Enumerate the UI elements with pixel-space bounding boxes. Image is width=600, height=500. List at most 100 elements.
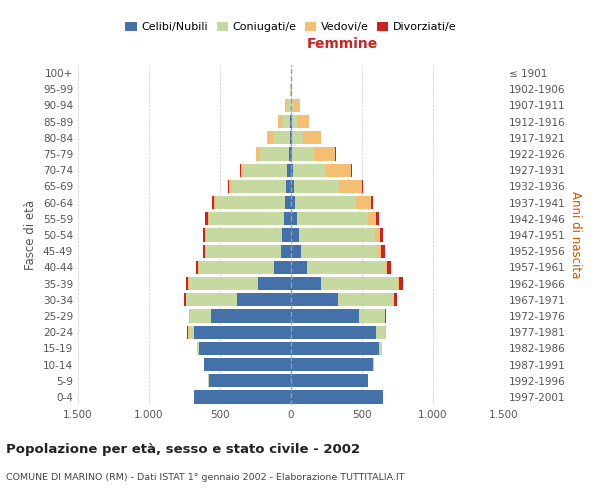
- Bar: [339, 180, 362, 193]
- Bar: [206, 228, 283, 241]
- Bar: [290, 82, 291, 96]
- Bar: [291, 390, 383, 404]
- Bar: [259, 277, 291, 290]
- Bar: [291, 99, 294, 112]
- Bar: [368, 212, 376, 226]
- Bar: [290, 131, 291, 144]
- Bar: [282, 115, 290, 128]
- Bar: [267, 131, 272, 144]
- Bar: [291, 293, 338, 306]
- Bar: [289, 148, 291, 160]
- Bar: [230, 180, 286, 193]
- Bar: [229, 180, 230, 193]
- Bar: [189, 326, 194, 339]
- Bar: [362, 180, 363, 193]
- Bar: [196, 260, 199, 274]
- Bar: [281, 244, 291, 258]
- Bar: [291, 115, 292, 128]
- Bar: [203, 358, 205, 371]
- Bar: [387, 260, 391, 274]
- Bar: [216, 196, 286, 209]
- Bar: [314, 148, 335, 160]
- Bar: [199, 260, 274, 274]
- Bar: [287, 164, 291, 177]
- Text: COMUNE DI MARINO (RM) - Dati ISTAT 1° gennaio 2002 - Elaborazione TUTTITALIA.IT: COMUNE DI MARINO (RM) - Dati ISTAT 1° ge…: [6, 472, 404, 482]
- Bar: [293, 164, 326, 177]
- Bar: [212, 196, 214, 209]
- Bar: [197, 342, 199, 355]
- Bar: [272, 131, 290, 144]
- Bar: [376, 326, 385, 339]
- Bar: [291, 212, 296, 226]
- Bar: [291, 277, 321, 290]
- Bar: [244, 164, 287, 177]
- Bar: [294, 180, 339, 193]
- Bar: [194, 326, 291, 339]
- Bar: [194, 390, 291, 404]
- Bar: [385, 326, 386, 339]
- Bar: [307, 260, 385, 274]
- Bar: [286, 180, 291, 193]
- Bar: [294, 99, 300, 112]
- Bar: [376, 212, 379, 226]
- Bar: [394, 293, 397, 306]
- Bar: [385, 260, 387, 274]
- Bar: [214, 196, 216, 209]
- Bar: [304, 131, 320, 144]
- Bar: [291, 358, 373, 371]
- Legend: Celibi/Nubili, Coniugati/e, Vedovi/e, Divorziati/e: Celibi/Nubili, Coniugati/e, Vedovi/e, Di…: [123, 20, 459, 34]
- Bar: [385, 310, 386, 322]
- Bar: [205, 228, 206, 241]
- Bar: [203, 228, 205, 241]
- Bar: [291, 342, 379, 355]
- Bar: [260, 148, 289, 160]
- Bar: [373, 358, 374, 371]
- Bar: [326, 164, 352, 177]
- Bar: [292, 148, 314, 160]
- Bar: [291, 148, 292, 160]
- Bar: [189, 277, 259, 290]
- Bar: [398, 277, 399, 290]
- Bar: [393, 293, 394, 306]
- Bar: [335, 148, 336, 160]
- Bar: [291, 374, 368, 388]
- Y-axis label: Fasce di età: Fasce di età: [25, 200, 37, 270]
- Bar: [291, 82, 292, 96]
- Bar: [228, 180, 229, 193]
- Bar: [203, 244, 205, 258]
- Bar: [291, 310, 359, 322]
- Bar: [237, 293, 291, 306]
- Bar: [199, 342, 291, 355]
- Bar: [379, 342, 382, 355]
- Bar: [274, 260, 291, 274]
- Bar: [292, 131, 304, 144]
- Bar: [240, 164, 241, 177]
- Bar: [296, 212, 368, 226]
- Bar: [377, 244, 381, 258]
- Bar: [380, 228, 383, 241]
- Bar: [291, 164, 293, 177]
- Bar: [399, 277, 403, 290]
- Bar: [338, 293, 393, 306]
- Bar: [186, 293, 237, 306]
- Bar: [284, 212, 291, 226]
- Bar: [356, 196, 371, 209]
- Bar: [359, 310, 385, 322]
- Bar: [241, 164, 244, 177]
- Text: Popolazione per età, sesso e stato civile - 2002: Popolazione per età, sesso e stato civil…: [6, 442, 360, 456]
- Bar: [208, 212, 209, 226]
- Bar: [190, 310, 211, 322]
- Bar: [184, 293, 185, 306]
- Bar: [206, 244, 281, 258]
- Bar: [292, 115, 298, 128]
- Bar: [290, 115, 291, 128]
- Bar: [286, 196, 291, 209]
- Bar: [371, 196, 373, 209]
- Bar: [381, 244, 385, 258]
- Bar: [291, 196, 295, 209]
- Bar: [321, 277, 398, 290]
- Bar: [291, 244, 301, 258]
- Bar: [291, 228, 299, 241]
- Bar: [301, 244, 377, 258]
- Bar: [205, 358, 291, 371]
